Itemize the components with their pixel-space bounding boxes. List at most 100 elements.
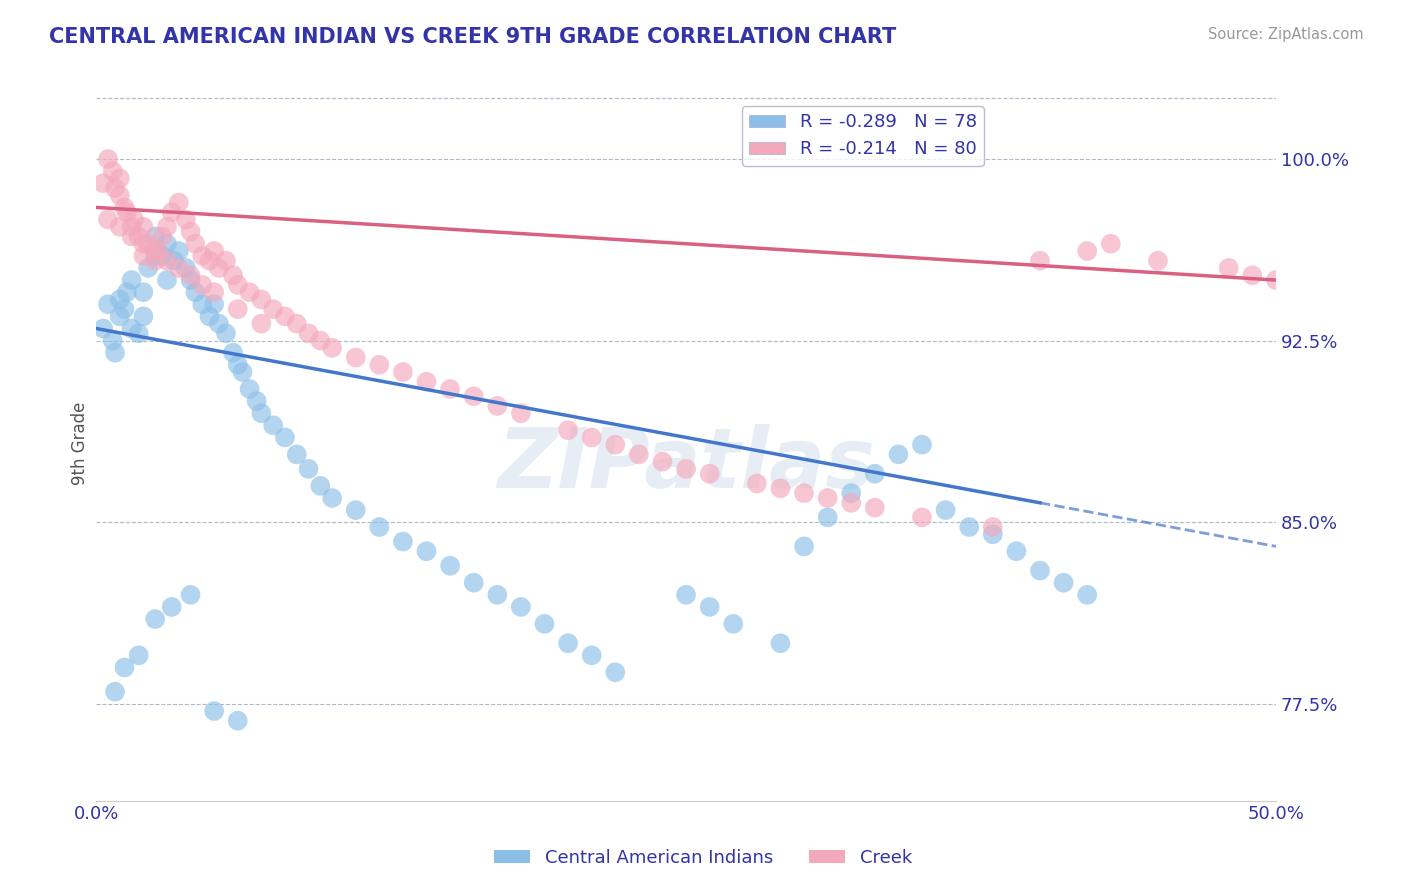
Point [415, 375, 437, 389]
Point [180, 588, 202, 602]
Point [769, 636, 792, 650]
Legend: Central American Indians, Creek: Central American Indians, Creek [486, 842, 920, 874]
Point [115, 285, 138, 300]
Point [167, 260, 190, 275]
Point [1076, 588, 1098, 602]
Point [208, 317, 231, 331]
Point [1029, 564, 1052, 578]
Point [935, 503, 957, 517]
Point [957, 520, 980, 534]
Point [723, 616, 745, 631]
Point [150, 229, 173, 244]
Point [128, 229, 150, 244]
Point [699, 467, 721, 481]
Point [1265, 273, 1288, 287]
Point [143, 253, 166, 268]
Point [114, 660, 136, 674]
Point [321, 341, 343, 355]
Point [1052, 575, 1074, 590]
Point [167, 244, 190, 258]
Point [238, 285, 260, 300]
Point [839, 496, 862, 510]
Point [651, 455, 673, 469]
Point [581, 648, 603, 663]
Point [262, 302, 284, 317]
Point [180, 225, 202, 239]
Point [191, 249, 214, 263]
Point [1147, 253, 1170, 268]
Point [121, 229, 143, 244]
Point [202, 244, 225, 258]
Point [128, 326, 150, 341]
Point [274, 430, 297, 444]
Point [415, 544, 437, 558]
Point [132, 236, 155, 251]
Point [128, 648, 150, 663]
Point [156, 219, 179, 234]
Point [246, 394, 269, 409]
Point [150, 249, 173, 263]
Point [108, 310, 131, 324]
Point [274, 310, 297, 324]
Point [132, 310, 155, 324]
Point [863, 500, 886, 515]
Point [174, 212, 197, 227]
Point [745, 476, 768, 491]
Point [226, 358, 249, 372]
Point [226, 302, 249, 317]
Point [231, 365, 253, 379]
Point [392, 534, 415, 549]
Point [198, 253, 221, 268]
Point [297, 326, 319, 341]
Point [104, 181, 127, 195]
Point [101, 164, 124, 178]
Point [627, 447, 650, 461]
Point [368, 520, 391, 534]
Point [114, 201, 136, 215]
Point [250, 406, 273, 420]
Point [863, 467, 886, 481]
Point [143, 244, 166, 258]
Point [146, 244, 169, 258]
Point [91, 321, 114, 335]
Point [191, 277, 214, 292]
Point [309, 479, 332, 493]
Point [108, 171, 131, 186]
Point [121, 219, 143, 234]
Point [121, 321, 143, 335]
Point [174, 260, 197, 275]
Point [285, 317, 308, 331]
Point [309, 334, 332, 348]
Point [1005, 544, 1028, 558]
Point [184, 236, 207, 251]
Point [108, 188, 131, 202]
Point [1099, 236, 1122, 251]
Point [121, 273, 143, 287]
Point [226, 277, 249, 292]
Point [202, 285, 225, 300]
Point [392, 365, 415, 379]
Point [184, 285, 207, 300]
Point [180, 273, 202, 287]
Point [97, 152, 120, 166]
Point [769, 481, 792, 495]
Point [463, 575, 485, 590]
Point [143, 229, 166, 244]
Point [97, 212, 120, 227]
Point [1218, 260, 1240, 275]
Point [368, 358, 391, 372]
Point [911, 510, 934, 524]
Point [222, 345, 245, 359]
Text: ZIPatlas: ZIPatlas [498, 425, 875, 506]
Point [202, 297, 225, 311]
Point [156, 253, 179, 268]
Point [1029, 253, 1052, 268]
Point [486, 588, 509, 602]
Point [250, 317, 273, 331]
Point [115, 205, 138, 219]
Y-axis label: 9th Grade: 9th Grade [72, 401, 89, 485]
Point [793, 486, 815, 500]
Point [344, 503, 367, 517]
Point [839, 486, 862, 500]
Point [202, 704, 225, 718]
